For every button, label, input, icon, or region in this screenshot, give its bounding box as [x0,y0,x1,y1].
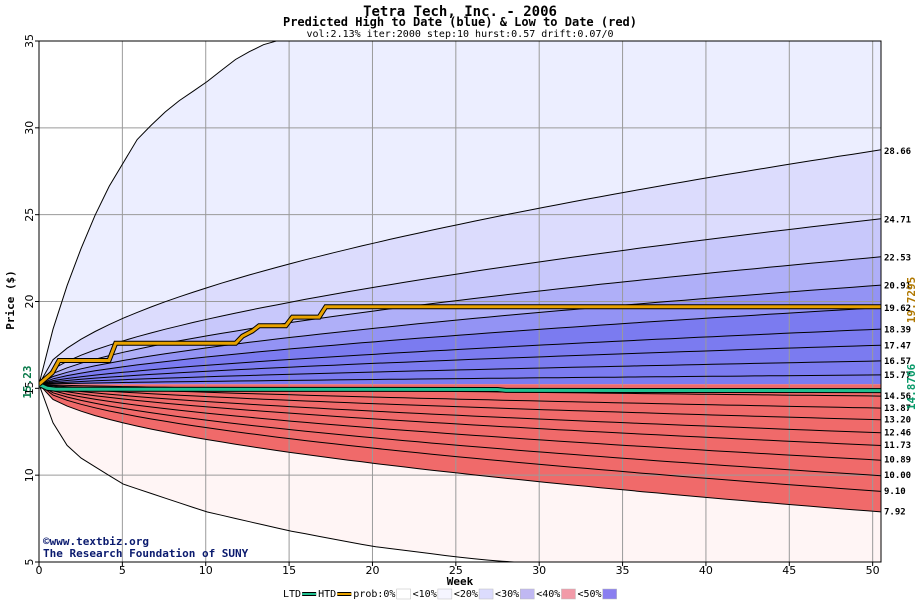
start-price-label: 15.23 [21,365,34,398]
curve-end-label: 14.56 [884,392,911,402]
lower-percentile-curve [39,383,881,513]
upper-band-1 [39,149,881,385]
x-tick-label: 30 [532,564,546,577]
curve-end-label: 15.77 [884,371,911,381]
curve-end-label: 7.92 [884,507,906,517]
curve-end-label: 10.00 [884,471,911,481]
x-tick-label: 40 [699,564,713,577]
upper-percentile-curve [39,284,881,385]
x-tick-label: 15 [282,564,296,577]
legend-label: <10% [413,589,437,600]
y-tick-label: 30 [23,121,36,135]
upper-band-3 [39,256,881,385]
curve-end-label: 16.57 [884,357,911,367]
y-axis-label: Price ($) [4,270,17,330]
chart-params: vol:2.13% iter:2000 step:10 hurst:0.57 d… [306,29,613,40]
credit-line-1: ©www.textbiz.org [43,535,149,548]
y-tick-label: 35 [23,34,36,48]
chart-subtitle: Predicted High to Date (blue) & Low to D… [283,15,637,29]
legend-swatch [520,588,535,600]
high-to-date-end-label: 19.7295 [905,277,918,323]
x-tick-label: 50 [866,564,880,577]
x-tick-label: 0 [36,564,43,577]
curve-end-label: 18.39 [884,326,911,336]
y-tick-label: 10 [23,468,36,482]
lower-band-9 [39,384,881,512]
low-to-date-end-label: 14.8706 [905,363,918,410]
low-to-date-line [39,382,881,393]
curve-end-label: 13.20 [884,416,911,426]
outer-lower-curve [39,384,522,562]
legend-label: <20% [454,589,478,600]
x-tick-label: 35 [616,564,630,577]
legend-label: <50% [577,589,601,600]
lower-percentile-curve [39,383,881,477]
upper-band-0 [39,41,881,385]
upper-percentile-curve [39,360,881,385]
x-tick-label: 25 [449,564,463,577]
legend-swatch [396,588,411,600]
upper-percentile-curve [39,344,881,385]
lower-percentile-curve [39,383,881,434]
x-tick-label: 10 [199,564,213,577]
lower-percentile-curve [39,383,881,446]
curve-end-label: 12.46 [884,428,911,438]
credit-line-2: The Research Foundation of SUNY [43,547,249,560]
y-tick-label: 20 [23,295,36,309]
legend-swatch [561,588,576,600]
curve-end-label: 22.53 [884,254,911,264]
high-to-date-line [39,305,881,386]
legend-label: HTD [318,589,336,600]
legend: LTD HTD prob:0% <10% <20% <30% <40% <50% [283,588,617,600]
curve-end-label: 11.73 [884,441,911,451]
y-tick-label: 5 [23,559,36,566]
upper-band-9 [39,374,881,385]
legend-swatch [478,588,494,600]
legend-swatch [602,588,617,600]
legend-swatch [437,588,453,600]
curve-end-label: 20.91 [884,282,911,292]
upper-band-2 [39,218,881,385]
legend-label: <30% [495,589,519,600]
x-tick-label: 5 [119,564,126,577]
lower-percentile-curve [39,383,881,492]
curve-end-label: 17.47 [884,341,911,351]
upper-percentile-curve [39,218,881,385]
upper-band-5 [39,307,881,385]
curve-end-labels: 28.66 24.71 22.53 20.91 19.62 18.39 17.47 16.57… [884,147,911,517]
curve-end-label: 28.66 [884,147,911,157]
legend-label: LTD [283,589,301,600]
curve-end-label: 13.87 [884,404,911,414]
chart-title: Tetra Tech, Inc. - 2006 [363,4,557,20]
x-tick-label: 20 [365,564,379,577]
x-axis-label: Week [447,575,474,588]
curve-end-label: 9.10 [884,487,906,497]
upper-percentile-curve [39,307,881,385]
upper-percentile-curve [39,328,881,385]
outer-upper-curve [39,41,279,385]
to-date-paths [39,304,881,394]
legend-label: <40% [536,589,560,600]
curve-end-label: 24.71 [884,216,911,226]
y-tick-label: 25 [23,208,36,222]
curve-end-label: 19.62 [884,304,911,314]
upper-percentile-curve [39,149,881,385]
lower-percentile-curve [39,383,881,461]
upper-band-6 [39,329,881,385]
upper-band-8 [39,360,881,385]
lower-percentile-curve [39,383,881,421]
upper-percentile-curve [39,374,881,385]
legend-label: prob:0% [353,589,395,600]
x-tick-label: 45 [782,564,796,577]
upper-band-7 [39,345,881,385]
curve-end-label: 10.89 [884,456,911,466]
y-tick-label: 15 [23,381,36,395]
